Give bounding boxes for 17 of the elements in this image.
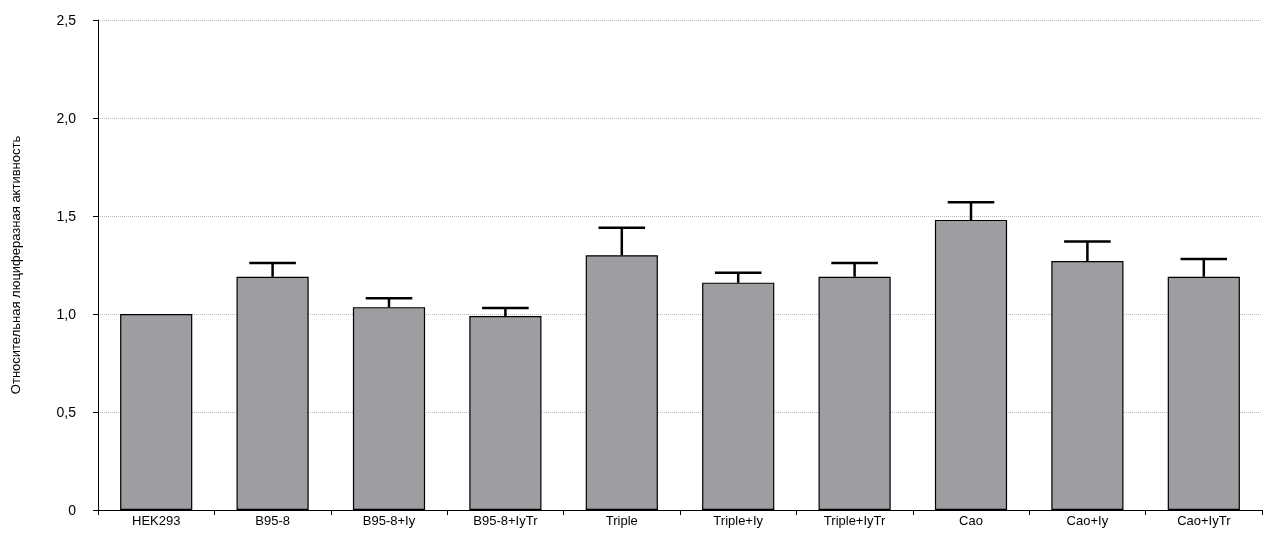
x-tick-label: B95-8+IyTr bbox=[473, 513, 539, 528]
y-tick-label: 1,5 bbox=[56, 208, 77, 224]
y-tick-label: 2,5 bbox=[56, 12, 77, 28]
y-tick-label: 0 bbox=[68, 502, 77, 518]
y-tick-label: 2,0 bbox=[56, 110, 77, 126]
y-tick-label: 1,0 bbox=[56, 306, 77, 322]
y-axis-title: Относительная люциферазная активность bbox=[8, 135, 23, 395]
x-tick-label: Cao bbox=[959, 513, 983, 528]
x-tick-label: Triple bbox=[605, 513, 638, 528]
x-tick-label: B95-8+Iy bbox=[362, 513, 416, 528]
x-tick-label: Cao+IyTr bbox=[1177, 513, 1232, 528]
x-tick-label: Triple+IyTr bbox=[823, 513, 887, 528]
y-tick-label: 0,5 bbox=[56, 404, 77, 420]
x-tick-label: B95-8 bbox=[255, 513, 290, 528]
x-tick-label: Triple+Iy bbox=[713, 513, 764, 528]
x-tick-label: HEK293 bbox=[131, 513, 181, 528]
x-tick-label: Cao+Iy bbox=[1066, 513, 1109, 528]
